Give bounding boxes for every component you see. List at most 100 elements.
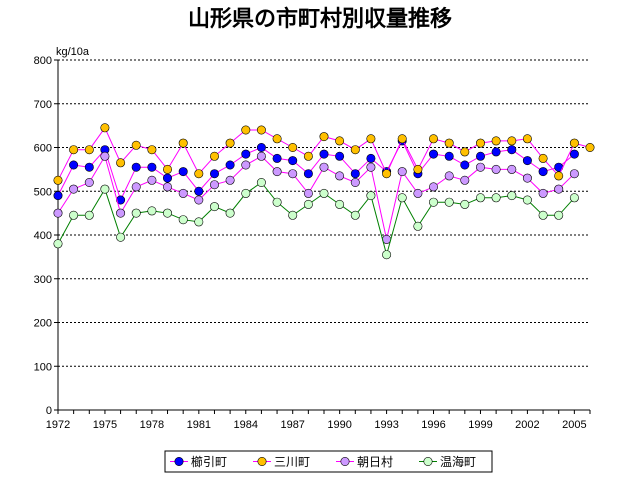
y-tick-labels: 0 100 200 300 400 500 600 700 800 bbox=[34, 55, 52, 417]
data-point bbox=[397, 134, 407, 144]
data-point bbox=[569, 149, 579, 159]
data-point bbox=[319, 162, 329, 172]
data-point bbox=[382, 169, 392, 179]
data-point bbox=[507, 164, 517, 174]
data-point bbox=[116, 208, 126, 218]
data-point bbox=[428, 149, 438, 159]
legend-marker bbox=[340, 456, 350, 466]
data-point bbox=[460, 199, 470, 209]
data-point bbox=[319, 149, 329, 159]
data-point bbox=[210, 169, 220, 179]
data-point bbox=[444, 138, 454, 148]
data-point bbox=[100, 151, 110, 161]
data-point bbox=[178, 167, 188, 177]
data-point bbox=[413, 221, 423, 231]
legend-label: 温海町 bbox=[440, 454, 476, 469]
data-point bbox=[163, 164, 173, 174]
data-point bbox=[475, 162, 485, 172]
series-3 bbox=[53, 151, 579, 244]
legend: 櫛引町 三川町 朝日村 温海町 bbox=[164, 450, 493, 473]
data-point bbox=[178, 138, 188, 148]
data-point bbox=[256, 125, 266, 135]
data-point bbox=[194, 195, 204, 205]
x-tick-label: 1996 bbox=[421, 419, 445, 431]
x-tick-label: 1990 bbox=[327, 419, 351, 431]
data-point bbox=[100, 184, 110, 194]
data-point bbox=[522, 195, 532, 205]
legend-marker bbox=[257, 456, 267, 466]
data-point bbox=[522, 173, 532, 183]
data-point bbox=[319, 188, 329, 198]
data-point bbox=[241, 125, 251, 135]
data-point bbox=[569, 193, 579, 203]
data-point bbox=[116, 158, 126, 168]
data-point bbox=[350, 145, 360, 155]
data-point bbox=[178, 215, 188, 225]
data-point bbox=[413, 164, 423, 174]
data-point bbox=[163, 173, 173, 183]
data-point bbox=[444, 171, 454, 181]
chart-title: 山形県の市町村別収量推移 bbox=[188, 6, 452, 32]
y-tick-label: 600 bbox=[34, 143, 52, 155]
data-point bbox=[366, 162, 376, 172]
data-point bbox=[382, 250, 392, 260]
data-point bbox=[460, 160, 470, 170]
series-2 bbox=[53, 123, 595, 185]
data-point bbox=[272, 167, 282, 177]
data-point bbox=[350, 169, 360, 179]
data-point bbox=[491, 193, 501, 203]
data-point bbox=[444, 151, 454, 161]
series-group bbox=[53, 123, 595, 260]
data-point bbox=[366, 191, 376, 201]
data-point bbox=[84, 162, 94, 172]
data-point bbox=[100, 123, 110, 133]
data-point bbox=[225, 160, 235, 170]
y-tick-label: 300 bbox=[34, 274, 52, 286]
data-point bbox=[84, 145, 94, 155]
data-point bbox=[303, 188, 313, 198]
data-point bbox=[288, 169, 298, 179]
data-point bbox=[460, 147, 470, 157]
data-point bbox=[53, 239, 63, 249]
data-point bbox=[428, 182, 438, 192]
data-point bbox=[475, 138, 485, 148]
data-point bbox=[538, 210, 548, 220]
data-point bbox=[241, 188, 251, 198]
legend-label: 朝日村 bbox=[357, 455, 393, 469]
data-point bbox=[84, 178, 94, 188]
data-point bbox=[241, 149, 251, 159]
y-tick-label: 100 bbox=[34, 361, 52, 373]
y-tick-label: 200 bbox=[34, 318, 52, 330]
data-point bbox=[303, 151, 313, 161]
data-point bbox=[522, 156, 532, 166]
data-point bbox=[194, 217, 204, 227]
data-point bbox=[475, 151, 485, 161]
data-point bbox=[507, 191, 517, 201]
legend-item: 温海町 bbox=[419, 454, 476, 469]
x-tick-labels: 1972 1975 1978 1981 1984 1987 1990 1993 1996 1999… bbox=[46, 419, 587, 431]
y-tick-label: 0 bbox=[46, 405, 52, 417]
data-point bbox=[554, 184, 564, 194]
data-point bbox=[131, 208, 141, 218]
data-point bbox=[53, 208, 63, 218]
data-point bbox=[335, 199, 345, 209]
data-point bbox=[210, 151, 220, 161]
data-point bbox=[303, 199, 313, 209]
data-point bbox=[272, 134, 282, 144]
data-point bbox=[147, 145, 157, 155]
data-point bbox=[288, 143, 298, 153]
data-point bbox=[507, 145, 517, 155]
data-point bbox=[69, 210, 79, 220]
data-point bbox=[303, 169, 313, 179]
data-point bbox=[288, 210, 298, 220]
series-line bbox=[57, 139, 575, 202]
data-point bbox=[413, 188, 423, 198]
data-point bbox=[256, 178, 266, 188]
data-point bbox=[366, 153, 376, 163]
legend-marker bbox=[174, 456, 184, 466]
data-point bbox=[272, 153, 282, 163]
data-point bbox=[69, 145, 79, 155]
data-point bbox=[554, 210, 564, 220]
data-point bbox=[350, 178, 360, 188]
